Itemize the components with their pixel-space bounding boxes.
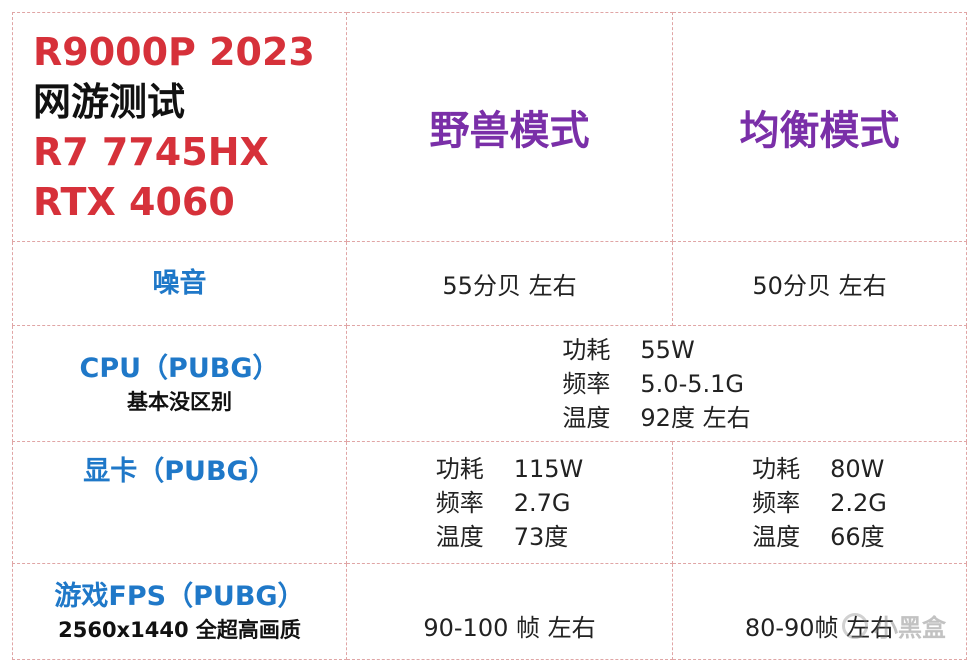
cpu-temp-line: 温度 92度 左右 [562,401,750,435]
gpu-beast-cell: 功耗 115W 频率 2.7G 温度 73度 [346,441,673,564]
watermark-text: 小黑盒 [874,614,946,642]
gpu-balance-power-value: 80W [830,454,885,483]
comparison-table: R9000P 2023 网游测试 R7 7745HX RTX 4060 野兽模式… [12,12,967,660]
title-model: R9000P 2023 [33,30,315,74]
gpu-balance-power-line: 功耗 80W [752,452,887,486]
title-cell: R9000P 2023 网游测试 R7 7745HX RTX 4060 [12,12,347,242]
cpu-power-value: 55W [640,335,695,364]
gpu-beast-freq-line: 频率 2.7G [436,486,584,520]
cpu-label: CPU（PUBG） [79,352,280,384]
cpu-sublabel: 基本没区别 [127,389,232,414]
gpu-beast-freq-key: 频率 [435,488,484,517]
cpu-freq-key: 频率 [562,369,611,398]
cpu-label-cell: CPU（PUBG） 基本没区别 [12,325,347,442]
noise-row: 噪音 55分贝 左右 50分贝 左右 [12,241,967,326]
fps-row: 游戏FPS（PUBG） 2560x1440 全超高画质 90-100 帧 左右 … [12,563,967,660]
noise-balance-cell: 50分贝 左右 [672,241,967,326]
fps-beast-cell: 90-100 帧 左右 [346,563,673,660]
cpu-temp-value: 92度 左右 [640,403,751,432]
gpu-balance-freq-line: 频率 2.2G [752,486,887,520]
mode-beast-label: 野兽模式 [429,108,590,154]
mode-balance-label: 均衡模式 [739,108,900,154]
cpu-spec-block: 功耗 55W 频率 5.0-5.1G 温度 92度 左右 [562,333,750,435]
noise-balance-value: 50分贝 左右 [752,272,887,300]
fps-label-cell: 游戏FPS（PUBG） 2560x1440 全超高画质 [12,563,347,660]
gpu-balance-temp-value: 66度 [830,522,885,551]
noise-beast-value: 55分贝 左右 [442,272,577,300]
gpu-balance-spec-block: 功耗 80W 频率 2.2G 温度 66度 [752,452,887,554]
cpu-temp-key: 温度 [562,403,611,432]
gpu-balance-temp-line: 温度 66度 [752,520,887,554]
cpu-freq-value: 5.0-5.1G [640,369,744,398]
gpu-beast-temp-key: 温度 [435,522,484,551]
cpu-power-line: 功耗 55W [562,333,750,367]
gpu-beast-power-line: 功耗 115W [436,452,584,486]
fps-beast-value: 90-100 帧 左右 [423,614,596,642]
gpu-beast-temp-value: 73度 [513,522,569,551]
gpu-beast-temp-line: 温度 73度 [436,520,584,554]
cpu-shared-cell: 功耗 55W 频率 5.0-5.1G 温度 92度 左右 [346,325,967,442]
noise-label: 噪音 [152,267,207,299]
gpu-balance-power-key: 功耗 [752,454,801,483]
gpu-balance-freq-key: 频率 [752,488,801,517]
gpu-beast-power-key: 功耗 [435,454,484,483]
fps-sublabel: 2560x1440 全超高画质 [58,617,301,642]
heybox-logo-icon [842,612,868,639]
gpu-row: 显卡（PUBG） 功耗 115W 频率 2.7G 温度 73度 功耗 80W 频率 2.2… [12,441,967,564]
mode-balance-header: 均衡模式 [672,12,967,242]
gpu-balance-cell: 功耗 80W 频率 2.2G 温度 66度 [672,441,967,564]
fps-balance-value: 80-90帧 左右 [744,614,895,642]
fps-balance-cell: 80-90帧 左右 [672,563,967,660]
gpu-label-cell: 显卡（PUBG） [12,441,347,564]
gpu-balance-temp-key: 温度 [752,522,801,551]
title-test: 网游测试 [33,80,186,124]
gpu-beast-freq-value: 2.7G [513,488,571,517]
watermark: 小黑盒 [842,608,946,643]
gpu-beast-power-value: 115W [513,454,584,483]
gpu-balance-freq-value: 2.2G [830,488,887,517]
gpu-label: 显卡（PUBG） [83,456,276,487]
noise-beast-cell: 55分贝 左右 [346,241,673,326]
title-gpu: RTX 4060 [33,180,235,224]
gpu-beast-spec-block: 功耗 115W 频率 2.7G 温度 73度 [436,452,584,554]
cpu-row: CPU（PUBG） 基本没区别 功耗 55W 频率 5.0-5.1G 温度 92度 左… [12,325,967,442]
noise-label-cell: 噪音 [12,241,347,326]
title-cpu: R7 7745HX [33,130,269,174]
cpu-power-key: 功耗 [562,335,611,364]
fps-label: 游戏FPS（PUBG） [54,580,305,612]
mode-beast-header: 野兽模式 [346,12,673,242]
header-row: R9000P 2023 网游测试 R7 7745HX RTX 4060 野兽模式… [12,12,967,242]
cpu-freq-line: 频率 5.0-5.1G [562,367,750,401]
